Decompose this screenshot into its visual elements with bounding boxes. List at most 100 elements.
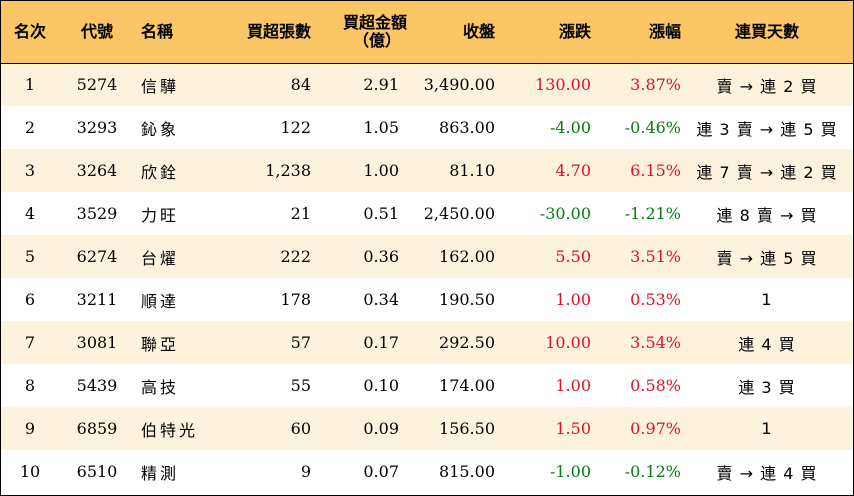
col-header-change-pct: 漲幅 — [591, 1, 681, 64]
cell-name: 精測 — [141, 463, 180, 483]
cell-close: 863.00 — [439, 118, 495, 137]
cell-change-pct: -0.46% — [624, 118, 681, 137]
cell-streak: 連 7 賣 → 連 2 買 — [696, 162, 838, 182]
cell-name: 鈊象 — [141, 119, 180, 139]
table-header-row: 名次 代號 名稱 買超張數 買超金額 （億） 收盤 漲跌 漲幅 連買天數 — [1, 1, 853, 64]
cell-name: 欣銓 — [141, 162, 180, 182]
cell-code: 5274 — [76, 75, 118, 95]
cell-streak: 連 8 賣 → 買 — [716, 205, 818, 225]
cell-name: 順達 — [141, 291, 180, 311]
cell-name: 台燿 — [141, 248, 180, 268]
table-row: 6 3211 順達 178 0.34 190.50 1.00 0.53% 1 — [1, 278, 853, 321]
cell-net-buy-amount: 0.07 — [363, 462, 399, 481]
cell-net-buy-amount: 2.91 — [363, 75, 399, 95]
cell-code: 3211 — [76, 290, 118, 309]
cell-change: 5.50 — [555, 247, 591, 266]
table-row: 2 3293 鈊象 122 1.05 863.00 -4.00 -0.46% 連 3 賣 → 連… — [1, 106, 853, 149]
cell-change-pct: 3.54% — [630, 333, 681, 352]
cell-net-buy-amount: 0.09 — [363, 419, 399, 438]
cell-code: 5439 — [76, 376, 118, 395]
cell-close: 156.50 — [439, 419, 495, 438]
table-row: 7 3081 聯亞 57 0.17 292.50 10.00 3.54% 連 4 買 — [1, 321, 853, 364]
cell-net-buy-amount: 0.51 — [363, 204, 399, 223]
cell-close: 3,490.00 — [423, 75, 495, 95]
cell-change: 1.00 — [555, 290, 591, 309]
cell-close: 815.00 — [439, 462, 495, 481]
cell-change-pct: 0.97% — [630, 419, 681, 438]
table-row: 9 6859 伯特光 60 0.09 156.50 1.50 0.97% 1 — [1, 407, 853, 450]
cell-code: 6510 — [76, 462, 118, 481]
cell-change-pct: 0.58% — [630, 376, 681, 395]
cell-net-buy-lots: 55 — [290, 376, 311, 395]
table-row: 3 3264 欣銓 1,238 1.00 81.10 4.70 6.15% 連 7 賣 → 連 … — [1, 149, 853, 192]
cell-rank: 2 — [24, 118, 36, 137]
col-header-code: 代號 — [59, 1, 135, 64]
col-header-net-buy-amount-line2: （億） — [352, 30, 401, 50]
col-header-change: 漲跌 — [503, 1, 591, 64]
cell-rank: 6 — [24, 290, 36, 309]
cell-net-buy-lots: 57 — [290, 333, 311, 352]
cell-code: 3264 — [76, 161, 118, 180]
cell-close: 292.50 — [439, 333, 495, 352]
cell-change-pct: 3.87% — [630, 75, 681, 95]
cell-streak: 連 3 買 — [738, 377, 796, 397]
cell-change: 4.70 — [555, 161, 591, 180]
cell-code: 3081 — [76, 333, 118, 352]
col-header-net-buy-amount: 買超金額 （億） — [311, 1, 407, 64]
cell-streak: 賣 → 連 5 買 — [716, 248, 818, 268]
cell-net-buy-lots: 1,238 — [265, 161, 311, 180]
cell-net-buy-amount: 0.34 — [363, 290, 399, 309]
cell-rank: 8 — [24, 376, 36, 395]
table-row: 8 5439 高技 55 0.10 174.00 1.00 0.58% 連 3 買 — [1, 364, 853, 407]
cell-code: 3293 — [76, 118, 118, 137]
table-body: 1 5274 信驊 84 2.91 3,490.00 130.00 3.87% 賣 → 連 2 … — [1, 63, 853, 493]
cell-rank: 7 — [24, 333, 36, 352]
cell-code: 6274 — [76, 247, 118, 266]
cell-net-buy-amount: 0.17 — [363, 333, 399, 352]
cell-streak: 1 — [761, 290, 773, 309]
table-row: 1 5274 信驊 84 2.91 3,490.00 130.00 3.87% 賣 → 連 2 … — [1, 63, 853, 106]
col-header-streak: 連買天數 — [681, 1, 853, 64]
cell-streak: 1 — [761, 419, 773, 438]
cell-code: 6859 — [76, 419, 118, 438]
cell-rank: 10 — [19, 462, 41, 481]
cell-change-pct: 0.53% — [630, 290, 681, 309]
cell-net-buy-amount: 1.05 — [363, 118, 399, 137]
cell-net-buy-lots: 84 — [290, 75, 311, 95]
cell-net-buy-lots: 60 — [290, 419, 311, 438]
col-header-net-buy-amount-line1: 買超金額 — [342, 12, 407, 32]
cell-rank: 5 — [24, 247, 36, 266]
cell-change: 10.00 — [545, 333, 591, 352]
cell-rank: 3 — [24, 161, 36, 180]
col-header-net-buy-lots: 買超張數 — [225, 1, 311, 64]
cell-rank: 4 — [24, 204, 36, 223]
cell-net-buy-lots: 9 — [300, 462, 311, 481]
cell-net-buy-lots: 178 — [280, 290, 311, 309]
cell-change: 130.00 — [535, 75, 591, 95]
cell-close: 81.10 — [449, 161, 495, 180]
cell-close: 2,450.00 — [423, 204, 495, 223]
table-row: 10 6510 精測 9 0.07 815.00 -1.00 -0.12% 賣 → 連 4 買 — [1, 450, 853, 493]
cell-streak: 連 3 賣 → 連 5 買 — [696, 119, 838, 139]
cell-change-pct: 3.51% — [630, 247, 681, 266]
col-header-rank: 名次 — [1, 1, 59, 64]
cell-net-buy-amount: 0.36 — [363, 247, 399, 266]
cell-net-buy-lots: 222 — [280, 247, 311, 266]
cell-net-buy-lots: 21 — [290, 204, 311, 223]
cell-name: 聯亞 — [141, 334, 180, 354]
cell-change: 1.50 — [555, 419, 591, 438]
cell-rank: 1 — [24, 75, 36, 95]
cell-rank: 9 — [24, 419, 36, 438]
cell-name: 高技 — [141, 377, 180, 397]
cell-close: 190.50 — [439, 290, 495, 309]
cell-net-buy-amount: 0.10 — [363, 376, 399, 395]
cell-name: 信驊 — [141, 76, 180, 96]
cell-change: -4.00 — [549, 118, 591, 137]
table-row: 4 3529 力旺 21 0.51 2,450.00 -30.00 -1.21% 連 8 賣 →… — [1, 192, 853, 235]
cell-streak: 賣 → 連 2 買 — [716, 76, 818, 96]
cell-name: 力旺 — [141, 205, 180, 225]
cell-net-buy-amount: 1.00 — [363, 161, 399, 180]
cell-streak: 連 4 買 — [738, 334, 796, 354]
